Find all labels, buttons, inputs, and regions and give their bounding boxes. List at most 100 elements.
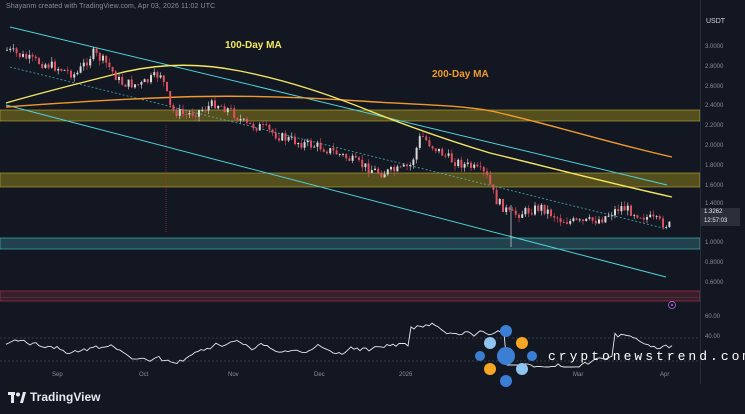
price-tick: 1.0000 (705, 240, 724, 246)
candle-body (105, 55, 108, 63)
candle-body (300, 143, 303, 148)
candle-body (386, 169, 389, 175)
candle-body (194, 115, 197, 117)
candle-body (268, 124, 271, 130)
candle-body (79, 66, 82, 73)
candle-body (172, 105, 175, 111)
candle-body (345, 154, 348, 159)
price-tick: 2.6000 (705, 84, 724, 90)
candle-body (169, 91, 172, 106)
candle-body (310, 140, 312, 148)
candle-body (537, 205, 540, 211)
candle-body (121, 76, 124, 85)
candle-body (428, 140, 431, 147)
candle-body (642, 217, 645, 220)
candle-body (534, 205, 536, 215)
candle-body (578, 219, 581, 221)
candle-body (626, 205, 629, 211)
candle-body (620, 206, 623, 212)
tradingview-logo[interactable]: TradingView (8, 390, 100, 404)
candle-body (140, 82, 143, 85)
candle-body (178, 109, 181, 116)
candle-body (607, 215, 610, 217)
candle-body (639, 217, 642, 219)
candle-body (505, 207, 508, 212)
candle-body (438, 148, 440, 152)
candle-body (598, 219, 600, 224)
time-tick: 2026 (399, 372, 413, 378)
candle-body (281, 133, 284, 141)
candle-body (489, 174, 492, 185)
candle-body (546, 209, 549, 214)
candle-body (28, 54, 31, 59)
candle-body (498, 198, 501, 205)
candle-body (223, 106, 226, 113)
candle-body (303, 142, 306, 148)
last-price-tag: 1.3262 (701, 208, 740, 217)
ma200-line (5, 95, 673, 158)
ma100-label: 100-Day MA (225, 40, 282, 51)
candle-body (188, 113, 191, 115)
candle-body (95, 48, 98, 53)
candle-body (63, 69, 66, 71)
candle-body (636, 215, 639, 218)
candle-body (207, 105, 210, 111)
candle-body (239, 119, 242, 121)
rsi-line (5, 322, 673, 368)
candle-body (284, 133, 287, 141)
candle-body (543, 204, 546, 214)
candle-body (450, 153, 453, 163)
candle-body (585, 218, 588, 221)
candle-body (527, 207, 530, 214)
candle-body (326, 151, 328, 154)
candle-body (431, 146, 434, 149)
candle-body (146, 79, 149, 83)
candle-body (191, 113, 194, 116)
candle-body (47, 64, 50, 68)
candle-body (604, 216, 607, 223)
rsi-tick: 60.00 (705, 314, 721, 320)
ma100-line (5, 64, 673, 198)
chart-header: Shayanm created with TradingView.com, Ap… (6, 3, 216, 10)
candle-body (265, 124, 268, 126)
candle-body (380, 173, 383, 178)
candle-body (230, 108, 232, 109)
candle-body (50, 61, 53, 68)
candle-body (396, 166, 399, 172)
channel-upper-line (9, 26, 668, 186)
candle-body (630, 205, 632, 216)
candle-body (649, 214, 652, 218)
candle-body (399, 166, 402, 168)
price-chart[interactable] (0, 0, 700, 414)
time-tick: Dec (314, 372, 325, 378)
candle-body (406, 164, 408, 167)
candle-body (185, 113, 188, 115)
currency-label[interactable]: USDT (706, 18, 726, 25)
candle-body (476, 164, 479, 167)
candle-body (92, 48, 95, 60)
candle-body (57, 68, 60, 71)
candle-body (127, 79, 130, 87)
candle-body (287, 137, 290, 141)
candle-body (316, 142, 319, 147)
candle-body (249, 122, 252, 124)
candle-body (610, 215, 613, 217)
candle-body (553, 216, 556, 218)
candle-body (25, 54, 28, 59)
candle-body (153, 72, 156, 76)
candle-body (130, 79, 133, 88)
candle-body (556, 217, 559, 219)
candle-body (124, 84, 127, 87)
candle-body (425, 136, 428, 141)
candle-body (255, 128, 258, 131)
candle-body (329, 148, 332, 154)
candle-body (294, 136, 296, 145)
candle-body (377, 168, 380, 174)
pane-divider[interactable] (0, 297, 700, 298)
candle-body (508, 207, 511, 210)
candle-body (82, 62, 85, 67)
candle-body (412, 159, 415, 166)
candle-body (441, 148, 444, 156)
candle-body (150, 75, 152, 83)
support-zone (0, 237, 700, 250)
